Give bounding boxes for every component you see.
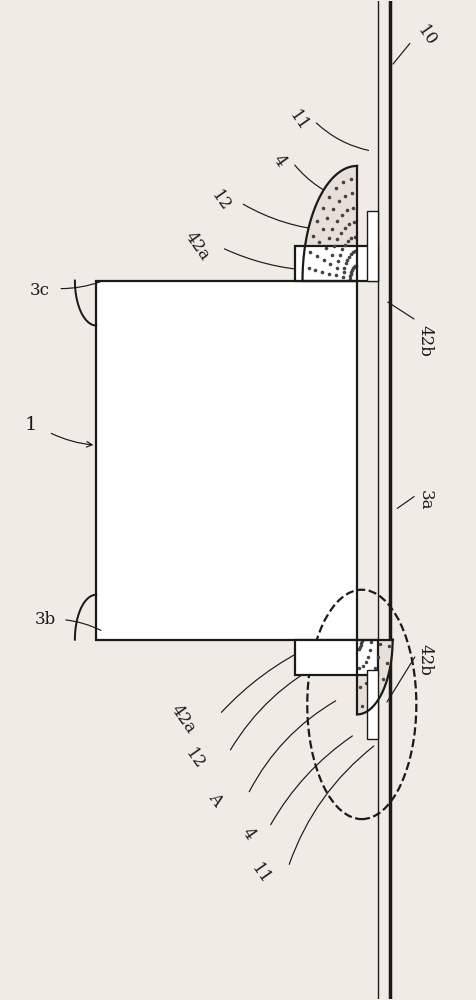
Text: 42a: 42a <box>181 228 213 263</box>
Text: 12: 12 <box>181 746 207 773</box>
Text: 4: 4 <box>269 152 289 170</box>
Text: 42a: 42a <box>167 702 198 737</box>
Text: 4: 4 <box>238 825 258 843</box>
Text: 3b: 3b <box>35 611 56 628</box>
Text: 10: 10 <box>413 23 439 50</box>
Text: 3a: 3a <box>416 490 432 510</box>
Text: 11: 11 <box>248 860 274 888</box>
Text: 42b: 42b <box>416 644 432 675</box>
Polygon shape <box>302 166 357 281</box>
Text: 42b: 42b <box>416 325 432 356</box>
Bar <box>96 281 357 640</box>
Text: 11: 11 <box>285 107 311 135</box>
Bar <box>366 670 377 739</box>
Bar <box>366 211 377 281</box>
Text: A: A <box>205 789 226 809</box>
Polygon shape <box>357 640 392 714</box>
Text: 12: 12 <box>207 187 233 214</box>
Bar <box>295 640 377 675</box>
Bar <box>295 246 377 281</box>
Text: 3c: 3c <box>30 282 50 299</box>
Text: 1: 1 <box>25 416 38 434</box>
